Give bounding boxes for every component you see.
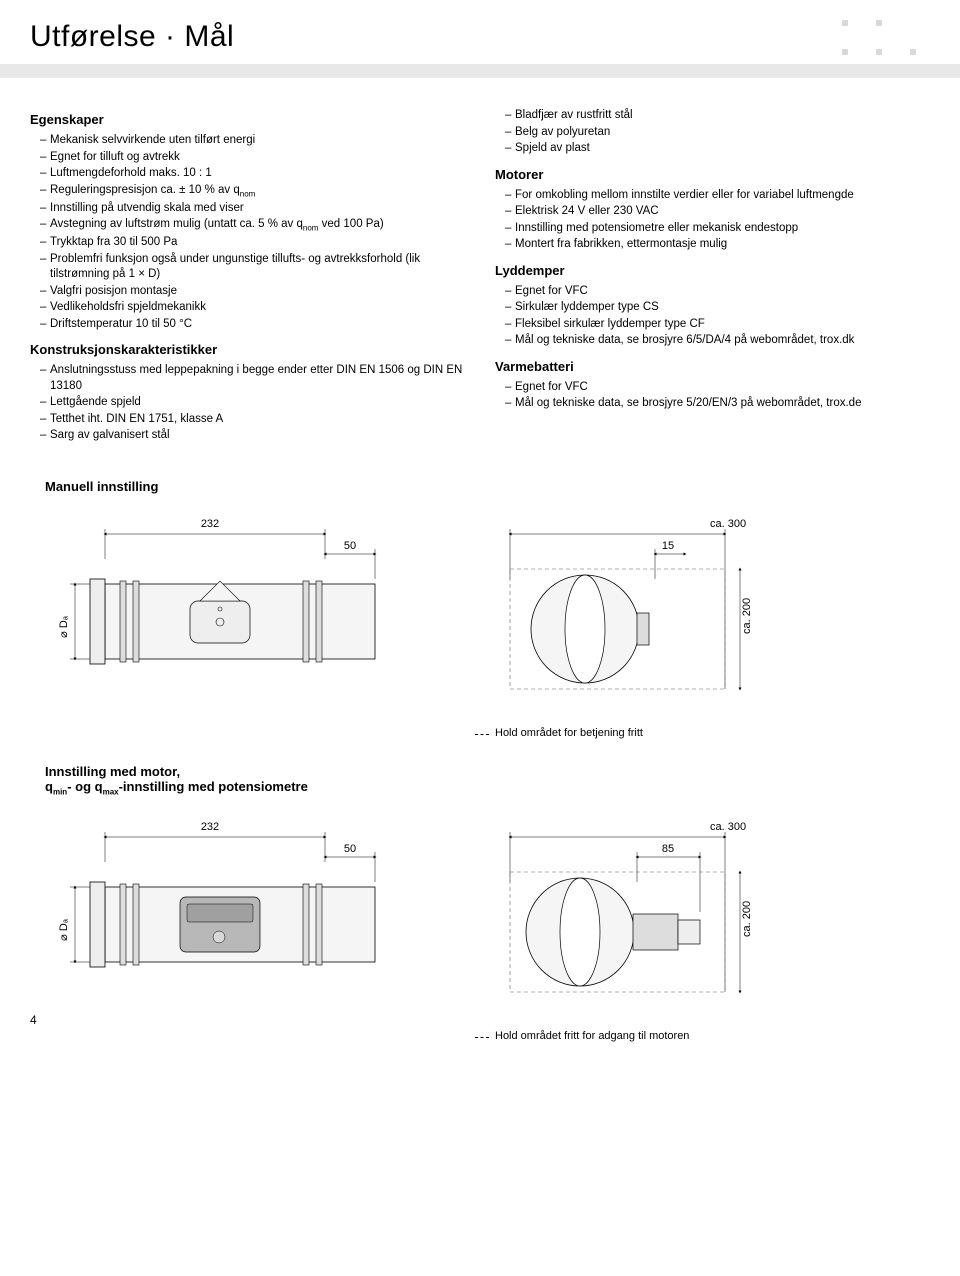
svg-text:ca. 300: ca. 300 [710, 518, 746, 530]
list-item: Trykktap fra 30 til 500 Pa [40, 235, 465, 251]
list-egenskaper: Mekanisk selvvirkende uten tilført energ… [30, 133, 465, 332]
diagram-manual-side: 232 50 ⌀ Dₐ [45, 509, 385, 709]
left-column: Egenskaper Mekanisk selvvirkende uten ti… [30, 108, 465, 454]
list-varmebatteri: Egnet for VFCMål og tekniske data, se br… [495, 380, 930, 412]
section-motor-title-l1: Innstilling med motor, [45, 764, 180, 779]
list-item: Reguleringspresisjon ca. ± 10 % av qnom [40, 183, 465, 200]
list-materials: Bladfjær av rustfritt stålBelg av polyur… [495, 108, 930, 157]
svg-text:50: 50 [344, 843, 356, 855]
heading-egenskaper: Egenskaper [30, 112, 465, 127]
title-underline [0, 64, 960, 78]
page-number: 4 [30, 1013, 37, 1027]
svg-text:50: 50 [344, 540, 356, 552]
svg-text:⌀ Dₐ: ⌀ Dₐ [58, 615, 70, 638]
decorative-dots [828, 10, 930, 68]
diagram-manual-front: ca. 300 15 ca. 200 [465, 509, 785, 709]
right-column: Bladfjær av rustfritt stålBelg av polyur… [495, 108, 930, 454]
heading-motorer: Motorer [495, 167, 930, 182]
diagram-motor-front: ca. 300 85 ca. 200 [465, 812, 785, 1012]
section-motor-title-l2: qmin- og qmax-innstilling med potensiome… [45, 779, 308, 794]
svg-text:232: 232 [201, 821, 219, 833]
list-item: Egnet for VFC [505, 380, 930, 396]
list-item: Egnet for tilluft og avtrekk [40, 150, 465, 166]
svg-text:ca. 200: ca. 200 [741, 598, 753, 634]
list-konstruksjon: Anslutningsstuss med leppepakning i begg… [30, 363, 465, 444]
svg-text:ca. 300: ca. 300 [710, 821, 746, 833]
list-item: Mål og tekniske data, se brosjyre 5/20/E… [505, 396, 930, 412]
list-item: Luftmengdeforhold maks. 10 : 1 [40, 166, 465, 182]
list-item: For omkobling mellom innstilte verdier e… [505, 188, 930, 204]
section-manual: Manuell innstilling 232 50 [45, 479, 915, 739]
list-item: Mekanisk selvvirkende uten tilført energ… [40, 133, 465, 149]
diagram-motor-side: 232 50 ⌀ Dₐ [45, 812, 385, 1012]
list-item: Egnet for VFC [505, 284, 930, 300]
list-item: Spjeld av plast [505, 141, 930, 157]
content-columns: Egenskaper Mekanisk selvvirkende uten ti… [0, 108, 960, 454]
list-item: Tetthet iht. DIN EN 1751, klasse A [40, 412, 465, 428]
section-manual-title: Manuell innstilling [45, 479, 915, 494]
list-item: Belg av polyuretan [505, 125, 930, 141]
svg-text:ca. 200: ca. 200 [741, 900, 753, 936]
list-motorer: For omkobling mellom innstilte verdier e… [495, 188, 930, 253]
list-item: Lettgående spjeld [40, 395, 465, 411]
list-lyddemper: Egnet for VFCSirkulær lyddemper type CSF… [495, 284, 930, 349]
list-item: Driftstemperatur 10 til 50 °C [40, 317, 465, 333]
list-item: Elektrisk 24 V eller 230 VAC [505, 204, 930, 220]
heading-konstruksjon: Konstruksjonskarakteristikker [30, 342, 465, 357]
list-item: Mål og tekniske data, se brosjyre 6/5/DA… [505, 333, 930, 349]
list-item: Sarg av galvanisert stål [40, 428, 465, 444]
list-item: Montert fra fabrikken, ettermontasje mul… [505, 237, 930, 253]
list-item: Sirkulær lyddemper type CS [505, 300, 930, 316]
page-title: Utførelse · Mål [0, 0, 960, 64]
list-item: Anslutningsstuss med leppepakning i begg… [40, 363, 465, 394]
note-motor: Hold området fritt for adgang til motore… [475, 1030, 915, 1042]
list-item: Bladfjær av rustfritt stål [505, 108, 930, 124]
list-item: Vedlikeholdsfri spjeldmekanikk [40, 300, 465, 316]
list-item: Problemfri funksjon også under ungunstig… [40, 252, 465, 283]
list-item: Fleksibel sirkulær lyddemper type CF [505, 317, 930, 333]
list-item: Innstilling med potensiometre eller meka… [505, 221, 930, 237]
list-item: Innstilling på utvendig skala med viser [40, 201, 465, 217]
svg-text:15: 15 [662, 540, 674, 552]
note-manual: Hold området for betjening fritt [475, 727, 915, 739]
svg-text:⌀ Dₐ: ⌀ Dₐ [58, 918, 70, 941]
svg-text:232: 232 [201, 518, 219, 530]
heading-varmebatteri: Varmebatteri [495, 359, 930, 374]
heading-lyddemper: Lyddemper [495, 263, 930, 278]
section-motor-title: Innstilling med motor, qmin- og qmax-inn… [45, 764, 915, 797]
list-item: Avstegning av luftstrøm mulig (untatt ca… [40, 217, 465, 234]
svg-text:85: 85 [662, 843, 674, 855]
list-item: Valgfri posisjon montasje [40, 284, 465, 300]
section-motor: Innstilling med motor, qmin- og qmax-inn… [45, 764, 915, 1042]
